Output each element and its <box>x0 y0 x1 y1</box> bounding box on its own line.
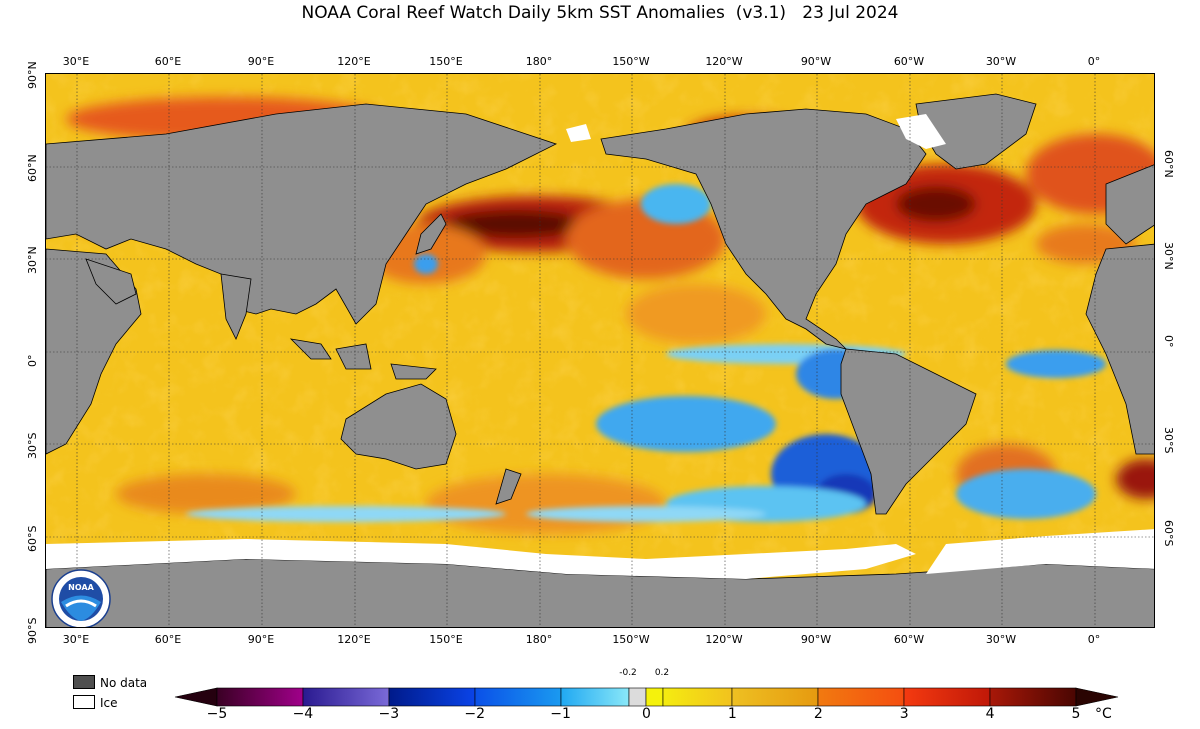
lon-label-top-3: 120°E <box>337 55 371 68</box>
lat-label-right-4: 60°S <box>1162 520 1175 547</box>
colorbar-min-arrow <box>174 687 218 707</box>
lon-label-bottom-2: 90°E <box>247 633 275 646</box>
borneo-landmass <box>335 343 372 370</box>
colorbar <box>174 687 1119 707</box>
colorbar-tick-4: −1 <box>550 706 571 722</box>
lat-label-left-1: 60°N <box>26 154 39 182</box>
lon-label-bottom-3: 120°E <box>337 633 371 646</box>
north-america-landmass <box>600 108 927 350</box>
colorbar-unit: °C <box>1095 706 1112 722</box>
lat-label-left-5: 60°S <box>26 525 39 552</box>
lon-label-top-0: 30°E <box>62 55 90 68</box>
japan-landmass <box>415 213 447 255</box>
sea-ice-regions <box>46 114 1154 579</box>
lat-label-left-4: 30°S <box>26 432 39 459</box>
graticule <box>46 74 1154 627</box>
lat-label-right-0: 60°N <box>1162 150 1175 178</box>
lon-label-bottom-10: 30°W <box>985 633 1017 646</box>
noaa-logo-text: NOAA <box>68 583 94 592</box>
india-landmass <box>220 273 252 340</box>
sst-anomaly-map: NOAA <box>45 73 1155 628</box>
lon-label-top-7: 120°W <box>705 55 743 68</box>
antarctic-sea-ice <box>46 539 916 579</box>
colorbar-tick-7: 2 <box>813 706 823 722</box>
lat-label-right-3: 30°S <box>1162 427 1175 454</box>
arctic-sea-ice-west <box>566 124 591 142</box>
lon-label-bottom-9: 60°W <box>893 633 925 646</box>
lon-label-top-6: 150°W <box>612 55 650 68</box>
colorbar-tick-0: −5 <box>206 706 228 722</box>
eurasia-landmass <box>46 103 558 325</box>
lon-label-bottom-1: 60°E <box>154 633 182 646</box>
colorbar-neutral-segment <box>628 687 647 707</box>
lon-label-top-10: 30°W <box>985 55 1017 68</box>
lat-label-left-6: 90°S <box>26 617 39 644</box>
colorbar-tick-8: 3 <box>899 706 909 722</box>
lon-label-top-9: 60°W <box>893 55 925 68</box>
colorbar-tick-1: −4 <box>292 706 314 722</box>
ice-label: Ice <box>100 696 118 710</box>
lon-label-top-8: 90°W <box>800 55 832 68</box>
sumatra-landmass <box>289 338 332 360</box>
colorbar-tick-2: −3 <box>378 706 400 722</box>
lon-label-bottom-4: 150°E <box>429 633 463 646</box>
europe-landmass <box>1105 164 1154 245</box>
colorbar-tick-9: 4 <box>985 706 995 722</box>
lon-label-bottom-11: 0° <box>1087 633 1101 646</box>
land-masses <box>46 93 1154 627</box>
no-data-swatch <box>73 675 95 689</box>
colorbar-tick-3: −2 <box>464 706 486 722</box>
colorbar-tick-10: 5 <box>1071 706 1081 722</box>
colorbar-small-tick-pos: 0.2 <box>654 668 670 678</box>
lat-label-left-2: 30°N <box>26 246 39 274</box>
lon-label-bottom-5: 180° <box>525 633 553 646</box>
colorbar-tick-5: 0 <box>642 706 651 722</box>
lon-label-bottom-7: 120°W <box>705 633 743 646</box>
arctic-sea-ice <box>896 114 946 149</box>
new-zealand-landmass <box>495 468 522 505</box>
lon-label-top-11: 0° <box>1087 55 1101 68</box>
lon-label-bottom-6: 150°W <box>612 633 650 646</box>
lon-label-bottom-0: 30°E <box>62 633 90 646</box>
arabia-landmass <box>85 258 137 305</box>
australia-landmass <box>340 383 457 470</box>
no-data-label: No data <box>100 676 148 690</box>
lat-label-right-1: 30°N <box>1162 242 1175 270</box>
colorbar-tick-6: 1 <box>727 706 737 722</box>
lon-label-top-5: 180° <box>525 55 553 68</box>
south-america-landmass <box>840 348 977 515</box>
antarctica-landmass <box>46 558 1154 627</box>
colorbar-max-arrow <box>1075 687 1119 707</box>
antarctic-sea-ice-east <box>926 529 1154 574</box>
lon-label-top-4: 150°E <box>429 55 463 68</box>
lon-label-top-1: 60°E <box>154 55 182 68</box>
lon-label-bottom-8: 90°W <box>800 633 832 646</box>
ice-swatch <box>73 695 95 709</box>
map-title: NOAA Coral Reef Watch Daily 5km SST Anom… <box>301 3 899 23</box>
lon-label-top-2: 90°E <box>247 55 275 68</box>
new-guinea-landmass <box>390 363 437 380</box>
lat-label-left-3: 0° <box>26 354 39 368</box>
map-canvas: NOAA <box>46 74 1154 627</box>
noaa-logo: NOAA <box>51 569 111 627</box>
lat-label-left-0: 90°N <box>26 61 39 89</box>
lat-label-right-2: 0° <box>1162 335 1175 348</box>
colorbar-small-tick-neg: -0.2 <box>619 668 637 678</box>
africa-west-landmass <box>1085 243 1154 455</box>
